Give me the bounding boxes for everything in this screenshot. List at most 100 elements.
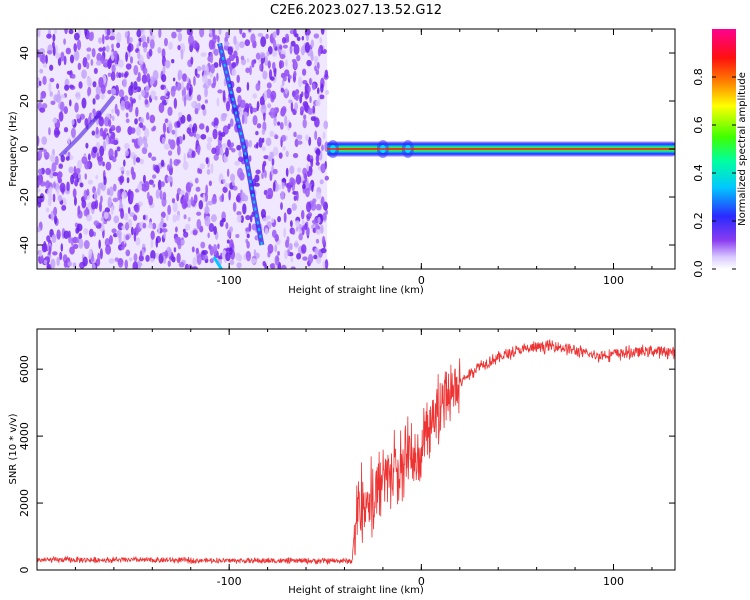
noise-speckle (302, 68, 307, 76)
noise-speckle (200, 241, 206, 249)
noise-speckle (113, 215, 120, 224)
noise-speckle (294, 240, 299, 249)
noise-speckle (244, 115, 248, 125)
noise-speckle (133, 155, 136, 166)
noise-speckle (114, 53, 118, 65)
noise-speckle (222, 125, 229, 135)
noise-speckle (250, 33, 256, 44)
noise-speckle (320, 83, 324, 93)
noise-speckle (315, 191, 322, 200)
noise-speckle (213, 48, 219, 56)
noise-speckle (279, 121, 284, 130)
noise-speckle (196, 65, 202, 72)
noise-speckle (142, 222, 147, 229)
noise-speckle (325, 89, 329, 96)
noise-speckle (164, 249, 169, 259)
noise-speckle (45, 54, 48, 65)
noise-speckle (93, 67, 98, 74)
noise-speckle (134, 118, 138, 125)
noise-speckle (205, 201, 209, 213)
noise-speckle (236, 214, 242, 223)
noise-speckle (143, 142, 149, 149)
noise-speckle (211, 121, 215, 126)
noise-speckle (112, 183, 117, 192)
noise-speckle (229, 247, 233, 256)
noise-speckle (255, 169, 261, 175)
noise-speckle (154, 252, 160, 259)
noise-speckle (188, 34, 194, 46)
noise-speckle (132, 214, 138, 221)
noise-speckle (98, 76, 104, 88)
noise-speckle (254, 174, 260, 183)
noise-speckle (88, 249, 92, 260)
noise-speckle (266, 51, 270, 57)
noise-speckle (152, 183, 156, 188)
noise-speckle (148, 48, 153, 57)
noise-speckle (102, 46, 106, 52)
noise-speckle (143, 46, 147, 53)
noise-speckle (143, 67, 148, 75)
noise-speckle (160, 181, 165, 187)
noise-speckle (204, 87, 208, 98)
noise-speckle (112, 233, 118, 238)
noise-speckle (124, 143, 130, 150)
noise-speckle (137, 71, 141, 81)
noise-speckle (56, 229, 61, 240)
noise-speckle (111, 64, 116, 74)
noise-speckle (235, 233, 240, 238)
noise-speckle (87, 88, 91, 97)
noise-speckle (315, 148, 321, 157)
noise-speckle (73, 32, 80, 41)
noise-speckle (123, 233, 126, 245)
noise-speckle (325, 209, 329, 215)
noise-speckle (176, 192, 180, 202)
noise-speckle (163, 37, 168, 47)
snr-background (37, 329, 675, 570)
noise-speckle (229, 259, 235, 266)
noise-speckle (52, 46, 56, 57)
noise-speckle (97, 182, 104, 189)
noise-speckle (45, 180, 51, 190)
noise-speckle (296, 253, 302, 260)
noise-speckle (169, 158, 173, 169)
noise-speckle (95, 85, 102, 96)
noise-speckle (43, 259, 48, 265)
noise-speckle (145, 85, 149, 93)
colorbar-tick-label: 0.6 (692, 116, 705, 134)
noise-speckle (119, 166, 125, 171)
noise-speckle (225, 58, 231, 66)
figure-title: C2E6.2023.027.13.52.G12 (270, 3, 442, 18)
noise-speckle (212, 128, 218, 140)
noise-speckle (194, 68, 198, 77)
noise-speckle (125, 118, 130, 124)
noise-speckle (319, 179, 324, 185)
noise-speckle (284, 249, 288, 260)
noise-speckle (125, 149, 129, 157)
noise-speckle (188, 183, 194, 188)
noise-speckle (262, 160, 267, 167)
noise-speckle (300, 209, 305, 220)
noise-speckle (320, 29, 325, 35)
noise-speckle (283, 212, 287, 223)
noise-speckle (271, 165, 275, 177)
noise-speckle (298, 229, 303, 235)
noise-speckle (296, 140, 303, 145)
noise-speckle (76, 223, 83, 232)
noise-speckle (106, 29, 111, 36)
noise-speckle (104, 29, 108, 35)
noise-speckle (144, 128, 150, 138)
noise-speckle (59, 101, 65, 112)
noise-speckle (236, 211, 242, 216)
noise-speckle (248, 103, 252, 108)
noise-speckle (237, 156, 244, 162)
noise-speckle (280, 202, 283, 210)
noise-speckle (193, 75, 196, 86)
noise-speckle (245, 214, 251, 221)
noise-speckle (121, 72, 124, 78)
noise-speckle (186, 29, 191, 36)
noise-speckle (164, 118, 169, 124)
noise-speckle (161, 74, 167, 83)
noise-speckle (191, 126, 195, 134)
noise-speckle (125, 112, 129, 118)
